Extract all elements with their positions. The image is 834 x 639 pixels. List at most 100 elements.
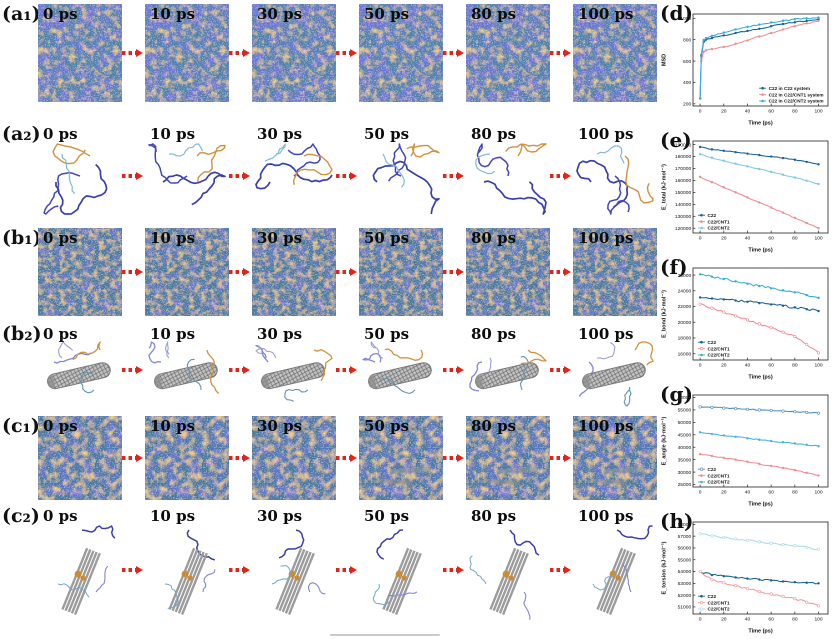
simulation-box-texture (252, 4, 336, 102)
cnt-bundle (61, 547, 101, 615)
arrow-dots (122, 270, 136, 274)
time-label: 0 ps (43, 229, 78, 247)
arrow-head (350, 49, 357, 57)
svg-text:80: 80 (792, 363, 798, 369)
svg-text:1000: 1000 (680, 16, 691, 22)
snapshot-a2-80ps: 80 ps (466, 124, 550, 228)
dotted-arrow-icon (336, 172, 359, 180)
arrow-head (457, 366, 464, 374)
carbon-nanotube (368, 362, 432, 390)
svg-text:200: 200 (683, 102, 691, 108)
time-label: 100 ps (578, 229, 634, 247)
svg-text:100: 100 (814, 109, 822, 115)
arrow-dots (122, 568, 136, 572)
dotted-arrow-icon (122, 566, 145, 574)
time-label: 10 ps (150, 417, 196, 435)
arrow-head (564, 566, 571, 574)
arrow-head (243, 566, 250, 574)
arrow-head (457, 268, 464, 276)
arrow-head (350, 454, 357, 462)
svg-text:20: 20 (721, 236, 727, 242)
time-label: 30 ps (257, 325, 303, 343)
cnt-bundle-with-chains (469, 529, 540, 620)
cnt-with-adsorbed-chains (362, 341, 432, 395)
svg-text:80: 80 (792, 617, 798, 623)
panel-label-d: (d) (660, 1, 693, 25)
cnt-bundle (168, 547, 208, 615)
arrow-head (136, 566, 143, 574)
svg-text:20000: 20000 (678, 320, 692, 326)
svg-text:40: 40 (745, 363, 751, 369)
row-a2: (a₂) 0 ps 10 ps 30 ps 50 ps 80 ps 100 ps (2, 124, 658, 228)
time-label: 0 ps (43, 5, 78, 23)
carbon-nanotube (261, 362, 325, 390)
arrow-dots (443, 51, 457, 55)
snapshot-a1-0ps: 0 ps (38, 4, 122, 102)
time-label: 100 ps (578, 325, 634, 343)
snapshot-c2-30ps: 30 ps (252, 506, 336, 634)
arrow-dots (550, 174, 564, 178)
simulation-box-texture (38, 416, 122, 500)
dotted-arrow-icon (336, 268, 359, 276)
arrow-head (457, 49, 464, 57)
svg-text:C22/CNT1: C22/CNT1 (708, 473, 731, 478)
svg-text:40: 40 (745, 617, 751, 623)
svg-text:60000: 60000 (678, 395, 692, 401)
chart-panel-g: (g) 0 20 40 60 80 100 25000 30000 35000 40000 4500… (660, 381, 834, 508)
svg-text:Time (ps): Time (ps) (748, 629, 773, 635)
arrow-dots (443, 568, 457, 572)
svg-text:20: 20 (721, 490, 727, 496)
panel-label-e: (e) (660, 128, 692, 152)
time-label: 50 ps (364, 417, 410, 435)
dotted-arrow-icon (550, 172, 573, 180)
svg-text:C22 in C22/CNT2 system: C22 in C22/CNT2 system (769, 99, 824, 104)
cnt-with-adsorbed-chains (47, 341, 111, 394)
arrow-dots (229, 456, 243, 460)
dotted-arrow-icon (336, 566, 359, 574)
snapshot-rows: (a₁) 0 ps 10 ps 30 ps 50 ps 80 ps 100 ps (a₂) 0 … (2, 4, 658, 634)
arrow-dots (229, 270, 243, 274)
arrow-head (243, 454, 250, 462)
svg-text:40000: 40000 (678, 445, 692, 451)
arrow-dots (336, 456, 350, 460)
svg-text:16000: 16000 (678, 351, 692, 357)
simulation-box-texture (252, 416, 336, 500)
time-label: 0 ps (43, 507, 78, 525)
cnt-bundle-with-chains (592, 525, 653, 615)
arrow-dots (550, 270, 564, 274)
svg-text:52000: 52000 (678, 593, 692, 599)
svg-text:51000: 51000 (678, 605, 692, 611)
arrow-head (136, 366, 143, 374)
carbon-nanotube (582, 362, 646, 390)
svg-text:20: 20 (721, 617, 727, 623)
panel-label-f: (f) (660, 255, 688, 279)
arrow-head (350, 366, 357, 374)
time-label: 30 ps (257, 5, 303, 23)
time-label: 80 ps (471, 507, 517, 525)
arrow-head (457, 566, 464, 574)
svg-text:26000: 26000 (678, 273, 692, 279)
dotted-arrow-icon (229, 566, 252, 574)
time-label: 30 ps (257, 125, 303, 143)
svg-text:C22/CNT2: C22/CNT2 (708, 226, 731, 231)
time-label: 0 ps (43, 125, 78, 143)
dotted-arrow-icon (443, 454, 466, 462)
row-a1: (a₁) 0 ps 10 ps 30 ps 50 ps 80 ps 100 ps (2, 4, 658, 124)
simulation-box-texture (359, 4, 443, 102)
snapshot-panel-area: (a₁) 0 ps 10 ps 30 ps 50 ps 80 ps 100 ps (a₂) 0 … (2, 4, 658, 634)
time-label: 50 ps (364, 325, 410, 343)
svg-text:100: 100 (814, 490, 822, 496)
svg-text:57000: 57000 (678, 534, 692, 540)
snapshot-b2-10ps: 10 ps (145, 324, 229, 416)
arrow-head (457, 454, 464, 462)
chart-panel-e: (e) 0 20 40 60 80 100 120000 130000 140000 150000… (660, 127, 834, 254)
dotted-arrow-icon (336, 49, 359, 57)
snapshot-b1-10ps: 10 ps (145, 228, 229, 316)
arrow-head (350, 172, 357, 180)
snapshot-b2-80ps: 80 ps (466, 324, 550, 416)
time-label: 10 ps (150, 229, 196, 247)
svg-text:80: 80 (792, 109, 798, 115)
cnt-with-adsorbed-chains (255, 344, 333, 402)
arrow-head (564, 454, 571, 462)
row-label-a1: (a₁) (2, 3, 41, 25)
